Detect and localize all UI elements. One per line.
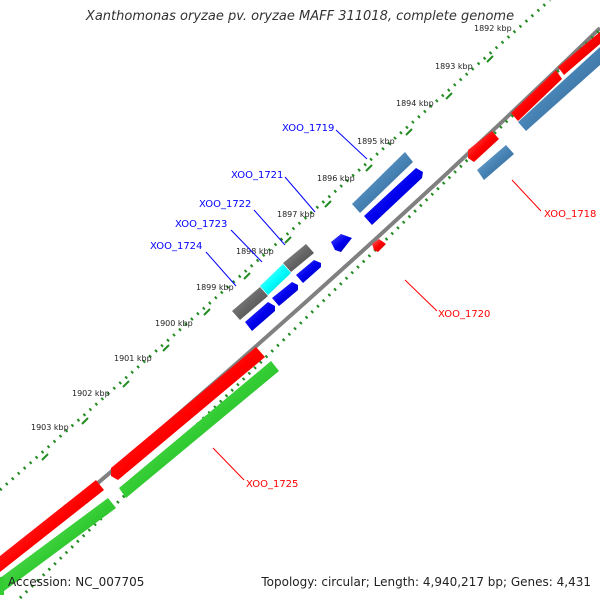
callout-lines <box>205 129 542 481</box>
gene-feature-red[interactable] <box>511 70 562 121</box>
gene-feature-steelblue-xoo-1719[interactable] <box>352 152 413 213</box>
kbp-label: 1897 kbp <box>277 210 315 219</box>
callout-line-xoo-1719 <box>335 129 368 160</box>
gene-label-xoo-1719[interactable]: XOO_1719 <box>282 123 334 134</box>
ruler-track-inner <box>0 0 551 492</box>
gene-feature-red-xoo-1720[interactable] <box>372 239 386 252</box>
kbp-label: 1899 kbp <box>196 283 234 292</box>
genome-backbone <box>0 26 600 567</box>
callout-line-xoo-1722 <box>253 209 286 246</box>
gene-feature-cyan-xoo-1723[interactable] <box>260 264 291 295</box>
gene-feature-blue[interactable] <box>272 282 298 306</box>
kbp-label: 1898 kbp <box>236 247 274 256</box>
gene-label-xoo-1720[interactable]: XOO_1720 <box>438 309 490 320</box>
gene-feature-green-xoo-1725[interactable] <box>119 361 279 498</box>
callout-line-xoo-1724 <box>205 251 237 287</box>
gene-feature-steelblue[interactable] <box>518 47 600 131</box>
callout-line-xoo-1725 <box>212 447 245 481</box>
gene-feature-gray[interactable] <box>283 244 314 272</box>
gene-feature-blue-xoo-1721[interactable] <box>331 234 352 252</box>
kbp-label: 1892 kbp <box>474 24 512 33</box>
gene-label-xoo-1724[interactable]: XOO_1724 <box>150 241 202 252</box>
gene-features[interactable] <box>0 32 600 594</box>
map-title: Xanthomonas oryzae pv. oryzae MAFF 31101… <box>85 9 515 24</box>
ruler-major-ticks <box>41 55 494 461</box>
gene-feature-red-xoo-1725[interactable] <box>111 347 265 480</box>
gene-feature-red[interactable] <box>558 32 600 75</box>
gene-feature-blue-xoo-1719[interactable] <box>364 168 423 225</box>
legend-swatch <box>0 577 4 595</box>
kbp-label: 1896 kbp <box>317 174 355 183</box>
gene-feature-steelblue[interactable] <box>477 145 514 180</box>
gene-feature-red-xoo-1718[interactable] <box>468 131 499 162</box>
gene-feature-green[interactable] <box>0 498 116 594</box>
kbp-labels: 1892 kbp 1893 kbp 1894 kbp 1895 kbp 1896… <box>31 24 512 432</box>
callout-line-xoo-1723 <box>230 229 263 263</box>
callout-line-xoo-1720 <box>404 279 438 312</box>
kbp-label: 1895 kbp <box>357 137 395 146</box>
kbp-label: 1900 kbp <box>155 319 193 328</box>
kbp-label: 1901 kbp <box>114 354 152 363</box>
gene-feature-red[interactable] <box>0 480 104 572</box>
topology-text: Topology: circular; Length: 4,940,217 bp… <box>261 575 591 589</box>
kbp-label: 1902 kbp <box>72 389 110 398</box>
gene-label-xoo-1723[interactable]: XOO_1723 <box>175 219 227 230</box>
gene-labels: XOO_1719 XOO_1721 XOO_1722 XOO_1723 XOO_… <box>150 123 596 490</box>
kbp-label: 1893 kbp <box>435 62 473 71</box>
gene-label-xoo-1718[interactable]: XOO_1718 <box>544 209 596 220</box>
gene-label-xoo-1722[interactable]: XOO_1722 <box>199 199 251 210</box>
gene-feature-blue-xoo-1722[interactable] <box>296 260 321 283</box>
gene-feature-gray-xoo-1724[interactable] <box>232 287 268 320</box>
callout-line-xoo-1718 <box>511 179 542 212</box>
gene-label-xoo-1725[interactable]: XOO_1725 <box>246 479 298 490</box>
kbp-label: 1894 kbp <box>396 99 434 108</box>
kbp-label: 1903 kbp <box>31 423 69 432</box>
gene-label-xoo-1721[interactable]: XOO_1721 <box>231 170 283 181</box>
accession-text: Accession: NC_007705 <box>8 575 145 589</box>
gene-feature-blue[interactable] <box>245 302 275 331</box>
callout-line-xoo-1721 <box>284 176 316 213</box>
